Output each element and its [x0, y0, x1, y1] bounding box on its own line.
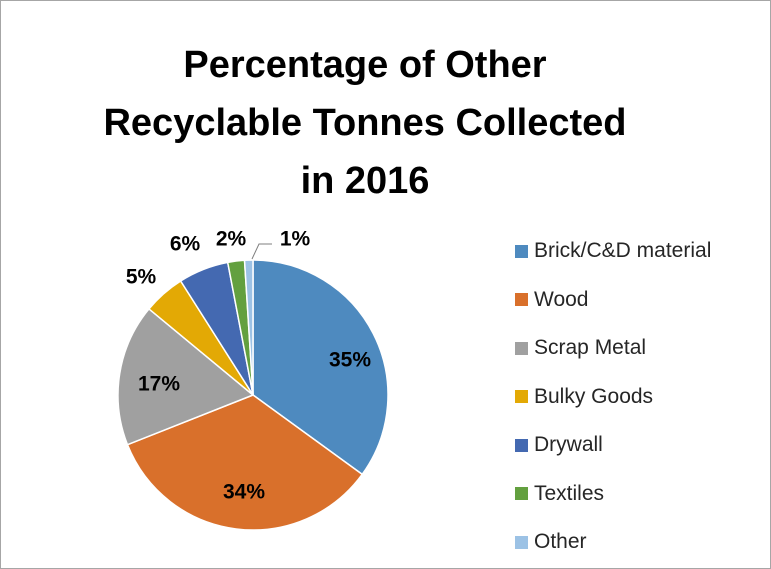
pie-slice-scrap-metal: [117, 307, 255, 446]
chart-title-line-2: Recyclable Tonnes Collected: [103, 102, 627, 144]
pie-slice-wood: [126, 394, 364, 531]
data-label-other: 1%: [280, 228, 311, 251]
legend-item-wood: Wood: [515, 276, 765, 325]
legend-item-drywall: Drywall: [515, 421, 765, 470]
legend-item-bulky-goods: Bulky Goods: [515, 373, 765, 422]
legend-item-textiles: Textiles: [515, 470, 765, 519]
data-label-wood: 34%: [223, 481, 265, 504]
legend-label-brick-c-d-material: Brick/C&D material: [534, 239, 712, 263]
data-label-drywall: 6%: [170, 233, 201, 256]
legend-item-other: Other: [515, 518, 765, 567]
data-label-scrap-metal: 17%: [138, 373, 180, 396]
pie-slice-other: [243, 259, 254, 396]
legend-swatch-wood: [515, 293, 528, 307]
legend-label-textiles: Textiles: [534, 481, 605, 505]
legend-label-drywall: Drywall: [534, 433, 603, 457]
data-label-textiles: 2%: [216, 228, 247, 251]
legend-label-other: Other: [534, 530, 587, 554]
chart-title-line-3: in 2016: [300, 160, 430, 202]
legend-swatch-textiles: [515, 487, 528, 501]
legend-item-scrap-metal: Scrap Metal: [515, 324, 765, 373]
chart-title-line-1: Percentage of Other: [183, 44, 547, 86]
legend-label-wood: Wood: [534, 287, 589, 311]
pie-slice-brick-c-d-material: [252, 259, 389, 476]
data-label-brick-c-d-material: 35%: [329, 349, 371, 372]
chart-legend: Brick/C&D material Wood Scrap Metal Bulky G…: [515, 227, 765, 567]
data-label-bulky-goods: 5%: [126, 266, 157, 289]
legend-label-scrap-metal: Scrap Metal: [534, 336, 647, 360]
legend-item-brick-c-d-material: Brick/C&D material: [515, 227, 765, 276]
legend-swatch-bulky-goods: [515, 390, 528, 404]
legend-swatch-scrap-metal: [515, 341, 528, 355]
chart-title: Percentage of Other Recyclable Tonnes Co…: [60, 36, 670, 210]
legend-swatch-drywall: [515, 438, 528, 452]
legend-label-bulky-goods: Bulky Goods: [534, 384, 654, 408]
legend-swatch-brick-c-d-material: [515, 244, 528, 258]
leader-line-other: [251, 243, 272, 260]
legend-swatch-other: [515, 535, 528, 549]
